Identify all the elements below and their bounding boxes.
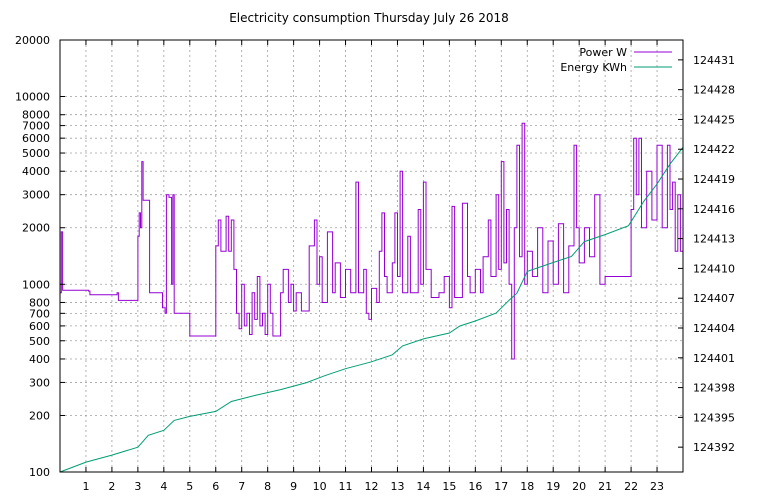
y-left-tick-label: 500 (29, 335, 50, 348)
y-left-tick-label: 2000 (22, 222, 50, 235)
y-left-tick-label: 6000 (22, 132, 50, 145)
y-left-tick-label: 300 (29, 376, 50, 389)
y-right-tick-label: 124392 (693, 441, 735, 454)
x-tick-label: 20 (572, 480, 586, 493)
y-right-tick-label: 124404 (693, 322, 735, 335)
y-left-tick-label: 1000 (22, 278, 50, 291)
x-tick-label: 9 (290, 480, 297, 493)
y-right-tick-label: 124419 (693, 173, 735, 186)
x-tick-label: 3 (134, 480, 141, 493)
power-series-line (60, 122, 684, 360)
axis-layer: 1 2 3 4 5 6 7 8 9 10 11 12 13 14 15 16 17 18 19 20 21 22 23100… (15, 34, 735, 493)
y-right-tick-label: 124416 (693, 203, 735, 216)
y-right-tick-label: 124398 (693, 382, 735, 395)
y-left-tick-label: 7000 (22, 120, 50, 133)
y-right-tick-label: 124395 (693, 411, 735, 424)
x-tick-label: 5 (186, 480, 193, 493)
x-tick-label: 18 (520, 480, 534, 493)
y-left-tick-label: 700 (29, 307, 50, 320)
y-left-tick-label: 20000 (15, 34, 50, 47)
x-tick-label: 15 (442, 480, 456, 493)
x-tick-label: 1 (82, 480, 89, 493)
y-left-tick-label: 100 (29, 466, 50, 479)
y-left-tick-label: 800 (29, 296, 50, 309)
x-tick-label: 2 (108, 480, 115, 493)
x-tick-label: 4 (160, 480, 167, 493)
y-right-tick-label: 124428 (693, 84, 735, 97)
x-tick-label: 16 (468, 480, 482, 493)
y-right-tick-label: 124410 (693, 262, 735, 275)
y-left-tick-label: 10000 (15, 91, 50, 104)
x-tick-label: 6 (212, 480, 219, 493)
y-right-tick-label: 124422 (693, 143, 735, 156)
energy-series-line (59, 146, 684, 473)
y-right-tick-label: 124413 (693, 233, 735, 246)
y-left-tick-label: 200 (29, 409, 50, 422)
x-tick-label: 8 (264, 480, 271, 493)
y-right-tick-label: 124425 (693, 113, 735, 126)
y-left-tick-label: 600 (29, 320, 50, 333)
legend-label: Power W (579, 46, 627, 59)
y-right-tick-label: 124431 (693, 54, 735, 67)
x-tick-label: 23 (650, 480, 664, 493)
y-left-tick-label: 3000 (22, 189, 50, 202)
plot-layer (59, 122, 684, 473)
x-tick-label: 21 (598, 480, 612, 493)
y-left-tick-label: 5000 (22, 147, 50, 160)
x-tick-label: 12 (365, 480, 379, 493)
legend: Power W Energy KWh (560, 46, 672, 74)
chart-title: Electricity consumption Thursday July 26… (229, 11, 509, 25)
y-left-tick-label: 4000 (22, 165, 50, 178)
x-tick-label: 19 (546, 480, 560, 493)
x-tick-label: 14 (416, 480, 430, 493)
legend-label: Energy KWh (560, 61, 627, 74)
x-tick-label: 7 (238, 480, 245, 493)
y-left-tick-label: 8000 (22, 109, 50, 122)
x-tick-label: 13 (390, 480, 404, 493)
y-right-tick-label: 124401 (693, 352, 735, 365)
x-tick-label: 11 (339, 480, 353, 493)
x-tick-label: 22 (624, 480, 638, 493)
y-left-tick-label: 400 (29, 353, 50, 366)
y-right-tick-label: 124407 (693, 292, 735, 305)
x-tick-label: 10 (313, 480, 327, 493)
x-tick-label: 17 (494, 480, 508, 493)
